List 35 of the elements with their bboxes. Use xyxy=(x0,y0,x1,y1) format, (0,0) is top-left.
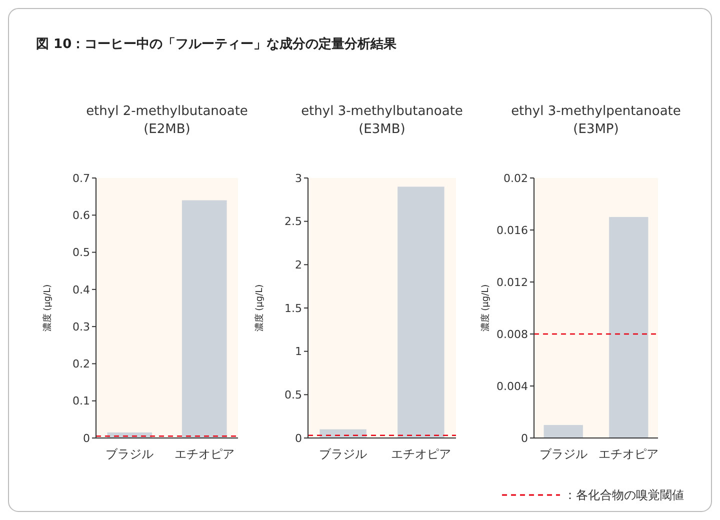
y-tick-label: 0 xyxy=(83,432,90,445)
chart-title: ethyl 2-methylbutanoate (E2MB) xyxy=(86,104,248,137)
y-tick-label: 0.1 xyxy=(72,394,90,408)
y-axis-title: 濃度 (μg/L) xyxy=(480,284,491,332)
x-tick-label: ブラジル xyxy=(319,447,368,461)
y-tick-label: 0.012 xyxy=(496,276,528,289)
x-tick-label: エチオピア xyxy=(598,447,659,461)
x-tick-label: ブラジル xyxy=(539,447,588,461)
y-tick-label: 0.6 xyxy=(72,208,90,222)
chart-title: ethyl 3-methylpentanoate (E3MP) xyxy=(511,104,681,137)
y-tick-label: 0.7 xyxy=(72,172,90,185)
y-tick-label: 2.5 xyxy=(284,215,302,228)
y-tick-label: 1.5 xyxy=(284,302,302,315)
y-tick-label: 1 xyxy=(295,345,302,358)
y-tick-label: 0.5 xyxy=(284,388,302,402)
x-tick-label: ブラジル xyxy=(106,447,154,461)
y-tick-label: 0.004 xyxy=(496,380,528,393)
y-tick-label: 0.008 xyxy=(496,328,528,341)
y-tick-label: 3 xyxy=(295,172,302,185)
legend-label: ：各化合物の嗅覚閾値 xyxy=(564,488,684,502)
caption: 図 10：コーヒー中の「フルーティー」な成分の定量分析結果 xyxy=(36,36,398,52)
y-axis-title: 濃度 (μg/L) xyxy=(42,284,53,332)
y-tick-label: 0 xyxy=(521,432,528,445)
y-tick-label: 0.2 xyxy=(72,358,90,371)
y-tick-label: 0 xyxy=(295,432,302,445)
y-tick-label: 0.02 xyxy=(504,172,528,185)
y-axis-title: 濃度 (μg/L) xyxy=(254,284,265,332)
y-tick-label: 0.3 xyxy=(72,320,90,334)
x-tick-label: エチオピア xyxy=(390,447,451,461)
x-tick-label: エチオピア xyxy=(174,447,234,461)
y-tick-label: 0.4 xyxy=(72,283,90,296)
y-tick-label: 0.5 xyxy=(72,246,90,260)
y-tick-label: 2 xyxy=(295,258,302,272)
chart-title: ethyl 3-methylbutanoate (E3MB) xyxy=(301,104,463,137)
y-tick-label: 0.016 xyxy=(496,224,528,237)
